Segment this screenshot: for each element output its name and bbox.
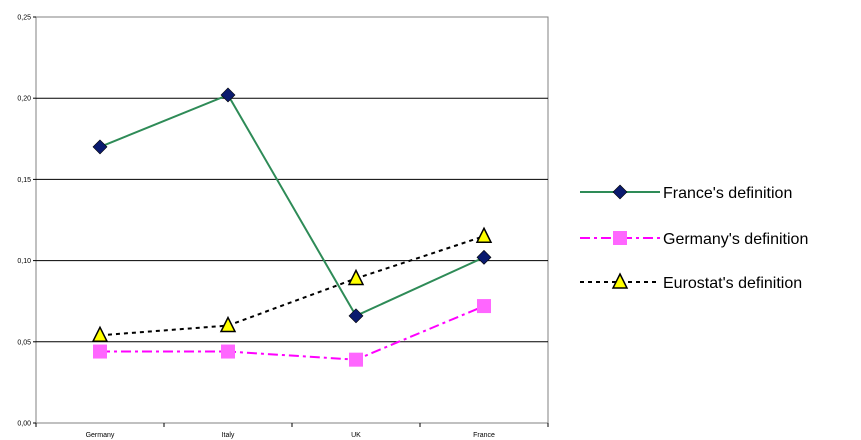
series-2 [93, 299, 491, 367]
legend-marker [611, 272, 629, 289]
series-line [100, 305, 485, 361]
legend-label: Germany's definition [663, 231, 808, 248]
x-tick-label: Italy [222, 432, 235, 439]
legend-entry: France's definition [580, 184, 792, 202]
x-tick-label: UK [351, 432, 361, 439]
series-line [99, 93, 485, 318]
series-group [91, 87, 493, 367]
data-point [93, 344, 107, 359]
data-point [91, 325, 109, 343]
data-point [219, 315, 237, 333]
legend: France's definition Germany's definition E… [580, 184, 808, 292]
data-point [221, 344, 235, 359]
legend-entry: Germany's definition [580, 231, 808, 248]
x-axis: Germany Italy UK France [35, 423, 549, 439]
data-point [477, 299, 491, 314]
data-point [349, 352, 363, 367]
data-point [475, 226, 493, 243]
series-1 [92, 87, 492, 324]
legend-label: France's definition [663, 185, 792, 202]
data-point [220, 87, 236, 103]
y-tick-label: 0,00 [17, 421, 31, 428]
series-line [99, 235, 485, 337]
y-tick-label: 0,10 [17, 258, 31, 265]
x-tick-label: France [473, 432, 495, 439]
y-axis: 0,00 0,05 0,10 0,15 0,20 0,25 [17, 15, 36, 428]
data-point [347, 268, 365, 286]
y-tick-label: 0,15 [17, 177, 31, 184]
legend-marker [612, 184, 628, 200]
x-tick-label: Germany [86, 432, 115, 439]
plot-area [35, 16, 549, 424]
gridlines [36, 97, 548, 343]
legend-entry: Eurostat's definition [580, 272, 802, 292]
series-3 [91, 226, 493, 343]
legend-marker [613, 231, 627, 245]
y-tick-label: 0,05 [17, 339, 31, 346]
data-point [348, 308, 364, 324]
data-point [92, 139, 108, 155]
legend-label: Eurostat's definition [663, 275, 802, 292]
y-tick-label: 0,25 [17, 15, 31, 22]
data-point [476, 249, 492, 265]
y-tick-label: 0,20 [17, 96, 31, 103]
